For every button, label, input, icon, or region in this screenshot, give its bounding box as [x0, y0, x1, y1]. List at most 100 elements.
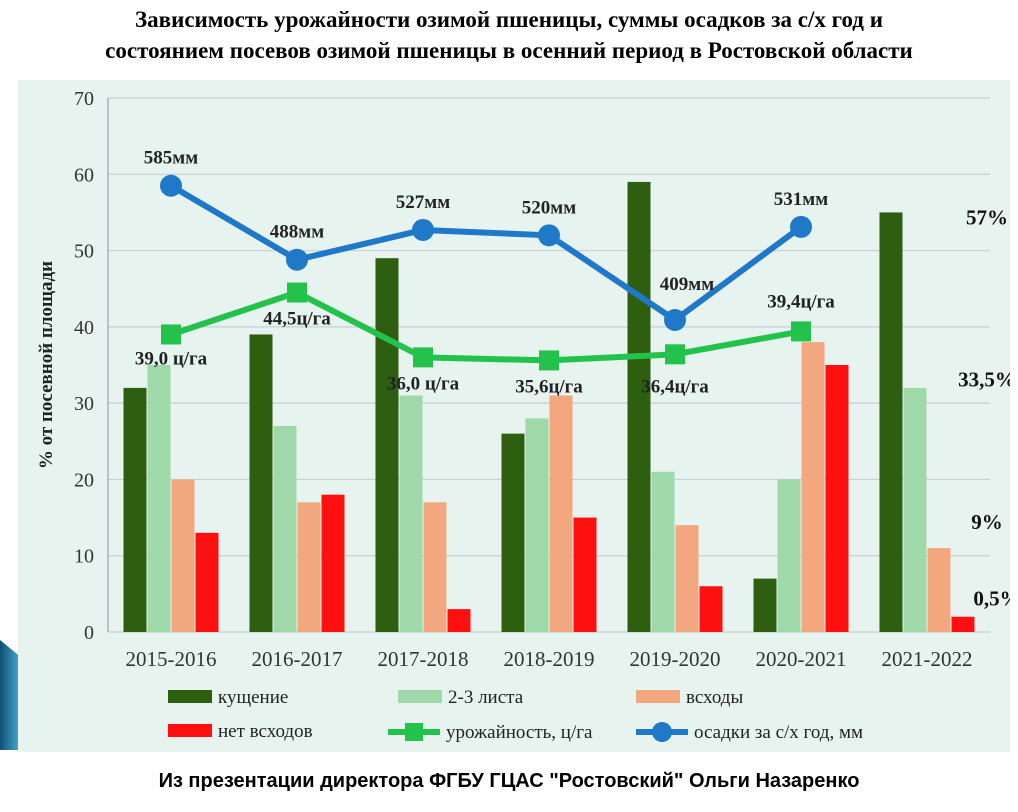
annotation-2021-2022: 33,5%	[958, 367, 1010, 391]
y-tick-label: 10	[74, 546, 94, 568]
bar-leaves	[903, 387, 927, 632]
legend-swatch	[168, 690, 212, 703]
bar-tillering	[123, 387, 147, 632]
x-tick-label: 2017-2018	[378, 647, 469, 671]
precip-data-label: 520мм	[522, 197, 576, 218]
x-tick-label: 2020-2021	[756, 647, 847, 671]
source-caption: Из презентации директора ФГБУ ГЦАС "Рост…	[158, 770, 860, 792]
bar-no_shoots	[447, 609, 471, 632]
bars	[123, 181, 975, 632]
legend-item-precip: осадки за с/х год, мм	[636, 722, 863, 743]
bar-no_shoots	[951, 616, 975, 632]
bar-leaves	[399, 395, 423, 632]
precip-data-label: 531мм	[774, 189, 828, 210]
yield-data-label: 39,4ц/га	[767, 291, 835, 312]
chart-svg: 0 10 20 30 40 50 60 70 2015-2016 2016-2017 2017-2…	[18, 80, 1018, 752]
bar-tillering	[375, 258, 399, 632]
legend-swatch-marker	[652, 722, 672, 742]
bar-shoots	[675, 525, 699, 632]
legend-swatch-marker	[405, 723, 423, 741]
bar-leaves	[777, 479, 801, 632]
bar-leaves	[273, 426, 297, 632]
marker-precip	[538, 224, 560, 247]
bar-tillering	[501, 433, 525, 632]
y-tick-label: 0	[84, 622, 94, 644]
y-tick-label: 40	[74, 317, 94, 339]
legend-label: 2-3 листа	[448, 687, 524, 708]
yield-data-label: 44,5ц/га	[263, 309, 331, 330]
yield-data-label: 36,4ц/га	[641, 376, 709, 397]
legend-label: нет всходов	[218, 721, 313, 742]
marker-yield	[539, 350, 559, 371]
bar-tillering	[879, 212, 903, 632]
chart-title: Зависимость урожайности озимой пшеницы, …	[0, 4, 1018, 66]
legend-label: всходы	[686, 687, 743, 708]
bar-no_shoots	[699, 586, 723, 632]
annotation-2021-2022: 57%	[966, 205, 1008, 229]
yield-data-label: 35,6ц/га	[515, 376, 583, 397]
precip-data-label: 409мм	[660, 274, 714, 295]
y-tick-label: 60	[74, 164, 94, 186]
annotation-2021-2022: 9%	[971, 510, 1003, 534]
decorative-ribbon	[0, 640, 22, 750]
annotation-2021-2022: 0,5%	[973, 586, 1010, 610]
y-tick-label: 50	[74, 241, 94, 263]
line-precip	[169, 183, 803, 323]
marker-yield	[413, 347, 433, 368]
bar-leaves	[525, 418, 549, 632]
bar-no_shoots	[573, 517, 597, 632]
x-tick-label: 2021-2022	[882, 647, 973, 671]
marker-precip	[160, 174, 182, 197]
legend-item-shoots: всходы	[636, 687, 743, 708]
y-tick-label: 70	[74, 88, 94, 110]
precip-data-label: 527мм	[396, 192, 450, 213]
marker-precip	[664, 308, 686, 331]
bar-no_shoots	[825, 365, 849, 632]
yield-data-label: 36,0 ц/га	[387, 373, 460, 394]
bar-shoots	[423, 502, 447, 632]
bar-tillering	[627, 181, 651, 632]
bar-leaves	[651, 471, 675, 632]
chart-area: 0 10 20 30 40 50 60 70 2015-2016 2016-2017 2017-2…	[18, 80, 1018, 752]
x-tick-label: 2015-2016	[126, 647, 217, 671]
legend: кущение 2-3 листа всходы нет всходов урожайн…	[168, 687, 863, 743]
bar-no_shoots	[195, 532, 219, 632]
line-yield	[170, 289, 802, 364]
marker-yield	[287, 282, 307, 303]
marker-precip	[286, 248, 308, 271]
marker-yield	[791, 321, 811, 342]
bar-shoots	[297, 502, 321, 632]
chart-title-line-2: состоянием посевов озимой пшеницы в осен…	[105, 38, 913, 63]
x-tick-label: 2018-2019	[504, 647, 595, 671]
marker-yield	[665, 344, 685, 365]
marker-precip	[412, 218, 434, 241]
legend-swatch	[398, 690, 442, 703]
y-tick-label: 20	[74, 469, 94, 491]
marker-precip	[790, 215, 812, 238]
legend-label: урожайность, ц/га	[446, 722, 593, 743]
bar-shoots	[927, 548, 951, 632]
legend-swatch	[636, 690, 680, 703]
series-lines	[160, 174, 812, 371]
bar-leaves	[147, 365, 171, 632]
y-tick-label: 30	[74, 393, 94, 415]
precip-data-label: 585мм	[144, 148, 198, 169]
legend-item-yield: урожайность, ц/га	[388, 722, 593, 743]
bar-shoots	[801, 342, 825, 632]
x-axis-ticks: 2015-2016 2016-2017 2017-2018 2018-2019 2019…	[126, 647, 973, 671]
bar-shoots	[171, 479, 195, 632]
marker-yield	[161, 324, 181, 345]
legend-item-no_shoots: нет всходов	[168, 721, 313, 742]
precip-data-label: 488мм	[270, 222, 324, 243]
y-axis-label: % от посевной площади	[36, 261, 57, 469]
x-tick-label: 2016-2017	[252, 647, 343, 671]
bar-no_shoots	[321, 494, 345, 632]
bar-shoots	[549, 395, 573, 632]
legend-swatch	[168, 724, 212, 737]
legend-item-tillering: кущение	[168, 687, 288, 708]
legend-label: кущение	[218, 687, 288, 708]
legend-label: осадки за с/х год, мм	[694, 722, 863, 743]
bar-tillering	[249, 334, 273, 632]
bar-tillering	[753, 578, 777, 632]
y-axis-ticks: 0 10 20 30 40 50 60 70	[74, 88, 94, 644]
